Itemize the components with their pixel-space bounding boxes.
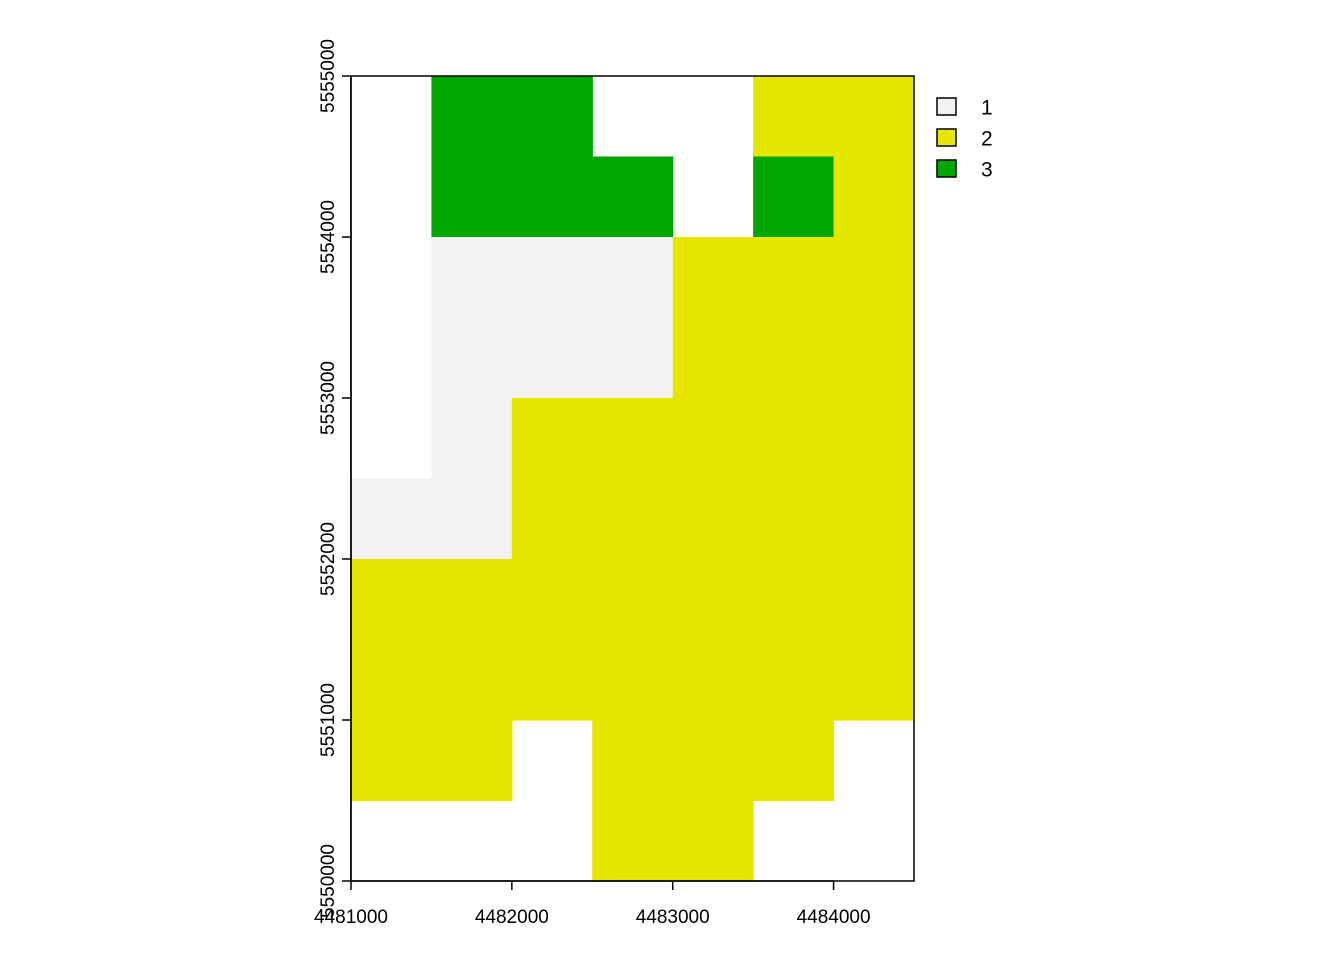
- raster-cell-class-2: [753, 720, 835, 802]
- raster-cell-class-2: [592, 720, 674, 802]
- raster-cell-class-2: [511, 478, 593, 560]
- legend: 1 2 3: [936, 97, 993, 182]
- raster-cell-class-2: [592, 800, 674, 882]
- raster-cell-class-2: [431, 639, 513, 721]
- raster-cell-class-2: [431, 559, 513, 641]
- raster-cell-class-2: [753, 76, 835, 158]
- raster-cell-class-2: [431, 720, 513, 802]
- raster-cell-class-2: [833, 398, 915, 480]
- raster-cell-class-1: [431, 317, 513, 399]
- raster-cell-class-2: [511, 398, 593, 480]
- legend-swatch-3: [936, 159, 957, 178]
- raster-cell-class-2: [672, 559, 754, 641]
- y-axis: 5550000 5551000 5552000 5553000 5554000 55550…: [318, 39, 352, 918]
- raster-cell-class-2: [753, 478, 835, 560]
- raster-cell-class-1: [511, 237, 593, 319]
- x-tick-label: 4484000: [797, 907, 871, 928]
- raster-cell-class-3: [753, 156, 835, 238]
- y-tick-label: 5555000: [318, 39, 339, 113]
- raster-cell-class-2: [753, 398, 835, 480]
- raster-cell-class-2: [592, 398, 674, 480]
- legend-swatch-1: [936, 97, 957, 116]
- raster-cell-class-2: [592, 559, 674, 641]
- raster-cell-class-3: [431, 156, 513, 238]
- x-tick-label: 4483000: [636, 907, 710, 928]
- raster-cell-class-2: [833, 559, 915, 641]
- raster-cell-class-3: [511, 156, 593, 238]
- raster-cell-class-1: [351, 478, 433, 560]
- raster-cell-class-1: [592, 237, 674, 319]
- raster-cell-class-1: [592, 317, 674, 399]
- raster-cell-class-3: [431, 76, 513, 158]
- raster-cell-class-2: [753, 559, 835, 641]
- raster-cell-class-2: [672, 237, 754, 319]
- raster-cell-class-2: [351, 720, 433, 802]
- raster-cell-class-2: [833, 237, 915, 319]
- raster-cell-class-2: [672, 478, 754, 560]
- raster-cell-class-2: [592, 478, 674, 560]
- legend-swatch-2: [936, 128, 957, 147]
- raster-cells: [351, 76, 915, 882]
- raster-cell-class-2: [833, 639, 915, 721]
- raster-cell-class-2: [833, 156, 915, 238]
- legend-label-1: 1: [981, 97, 993, 120]
- raster-cell-class-2: [672, 317, 754, 399]
- y-tick-label: 5552000: [318, 522, 339, 596]
- raster-cell-class-1: [511, 317, 593, 399]
- raster-cell-class-2: [833, 76, 915, 158]
- x-tick-label: 4481000: [314, 907, 388, 928]
- raster-cell-class-3: [592, 156, 674, 238]
- raster-cell-class-1: [431, 398, 513, 480]
- legend-label-3: 3: [981, 159, 993, 182]
- raster-cell-class-2: [351, 559, 433, 641]
- y-tick-label: 5551000: [318, 683, 339, 757]
- raster-cell-class-2: [833, 317, 915, 399]
- y-tick-label: 5553000: [318, 361, 339, 435]
- raster-cell-class-2: [511, 559, 593, 641]
- x-axis: 4481000 4482000 4483000 4484000: [314, 880, 871, 928]
- raster-cell-class-2: [672, 800, 754, 882]
- raster-cell-class-2: [833, 478, 915, 560]
- raster-cell-class-1: [431, 237, 513, 319]
- raster-cell-class-2: [753, 237, 835, 319]
- legend-label-2: 2: [981, 128, 993, 151]
- raster-cell-class-2: [592, 639, 674, 721]
- raster-cell-class-1: [431, 478, 513, 560]
- raster-cell-class-2: [351, 639, 433, 721]
- y-tick-label: 5550000: [318, 844, 339, 918]
- raster-cell-class-2: [672, 720, 754, 802]
- raster-cell-class-2: [511, 639, 593, 721]
- raster-cell-class-2: [753, 317, 835, 399]
- y-tick-label: 5554000: [318, 200, 339, 274]
- raster-cell-class-2: [672, 639, 754, 721]
- x-tick-label: 4482000: [475, 907, 549, 928]
- raster-cell-class-3: [511, 76, 593, 158]
- raster-cell-class-2: [672, 398, 754, 480]
- raster-cell-class-2: [753, 639, 835, 721]
